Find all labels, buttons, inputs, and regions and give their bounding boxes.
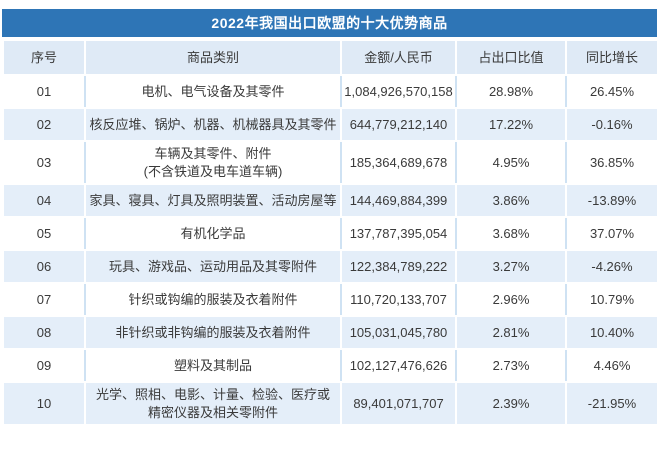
- row-yoy: 37.07%: [565, 216, 659, 252]
- table-row: 09 塑料及其制品 102,127,476,626 2.73% 4.46%: [2, 348, 659, 384]
- row-category: 电机、电气设备及其零件: [84, 74, 342, 109]
- row-yoy: 36.85%: [565, 139, 659, 186]
- column-header-share: 占出口比值: [455, 39, 567, 76]
- table-row: 08 非针织或非钩编的服装及衣着附件 105,031,045,780 2.81%…: [2, 315, 659, 351]
- data-table: 序号 商品类别 金额/人民币 占出口比值 同比增长 01 电机、电气设备及其零件…: [2, 39, 659, 427]
- row-share: 2.39%: [455, 381, 567, 427]
- row-rank: 02: [2, 107, 86, 142]
- table-row: 03 车辆及其零件、附件 (不含铁道及电车道车辆) 185,364,689,67…: [2, 139, 659, 186]
- row-amount: 105,031,045,780: [340, 315, 457, 351]
- table-row: 02 核反应堆、锅炉、机器、机械器具及其零件 644,779,212,140 1…: [2, 107, 659, 142]
- row-amount: 644,779,212,140: [340, 107, 457, 142]
- row-rank: 07: [2, 282, 86, 318]
- row-rank: 10: [2, 381, 86, 427]
- column-header-amount: 金额/人民币: [340, 39, 457, 76]
- row-amount: 144,469,884,399: [340, 183, 457, 219]
- row-rank: 01: [2, 74, 86, 109]
- row-share: 3.27%: [455, 249, 567, 285]
- row-share: 28.98%: [455, 74, 567, 109]
- row-share: 4.95%: [455, 139, 567, 186]
- table-header-row: 序号 商品类别 金额/人民币 占出口比值 同比增长: [2, 39, 659, 76]
- row-amount: 110,720,133,707: [340, 282, 457, 318]
- column-header-category: 商品类别: [84, 39, 342, 76]
- row-yoy: -13.89%: [565, 183, 659, 219]
- row-yoy: -0.16%: [565, 107, 659, 142]
- row-rank: 05: [2, 216, 86, 252]
- table-title-bar: 2022年我国出口欧盟的十大优势商品: [2, 9, 657, 37]
- row-share: 2.96%: [455, 282, 567, 318]
- row-amount: 185,364,689,678: [340, 139, 457, 186]
- column-header-yoy: 同比增长: [565, 39, 659, 76]
- table-row: 04 家具、寝具、灯具及照明装置、活动房屋等 144,469,884,399 3…: [2, 183, 659, 219]
- row-share: 17.22%: [455, 107, 567, 142]
- row-category: 光学、照相、电影、计量、检验、医疗或 精密仪器及相关零附件: [84, 381, 342, 427]
- row-amount: 122,384,789,222: [340, 249, 457, 285]
- row-amount: 137,787,395,054: [340, 216, 457, 252]
- row-yoy: 4.46%: [565, 348, 659, 384]
- table-row: 10 光学、照相、电影、计量、检验、医疗或 精密仪器及相关零附件 89,401,…: [2, 381, 659, 427]
- table-body: 01 电机、电气设备及其零件 1,084,926,570,158 28.98% …: [2, 74, 659, 427]
- row-category: 玩具、游戏品、运动用品及其零附件: [84, 249, 342, 285]
- row-yoy: 26.45%: [565, 74, 659, 109]
- row-amount: 1,084,926,570,158: [340, 74, 457, 109]
- row-yoy: 10.79%: [565, 282, 659, 318]
- table-row: 05 有机化学品 137,787,395,054 3.68% 37.07%: [2, 216, 659, 252]
- row-share: 2.73%: [455, 348, 567, 384]
- row-amount: 89,401,071,707: [340, 381, 457, 427]
- table-row: 06 玩具、游戏品、运动用品及其零附件 122,384,789,222 3.27…: [2, 249, 659, 285]
- row-yoy: -21.95%: [565, 381, 659, 427]
- row-amount: 102,127,476,626: [340, 348, 457, 384]
- row-yoy: -4.26%: [565, 249, 659, 285]
- row-share: 3.68%: [455, 216, 567, 252]
- table-title: 2022年我国出口欧盟的十大优势商品: [211, 15, 448, 31]
- row-share: 3.86%: [455, 183, 567, 219]
- row-category: 针织或钩编的服装及衣着附件: [84, 282, 342, 318]
- column-header-no: 序号: [2, 39, 86, 76]
- export-products-table: 2022年我国出口欧盟的十大优势商品 序号 商品类别 金额/人民币 占出口比值 …: [2, 9, 659, 427]
- row-yoy: 10.40%: [565, 315, 659, 351]
- row-rank: 06: [2, 249, 86, 285]
- row-category: 家具、寝具、灯具及照明装置、活动房屋等: [84, 183, 342, 219]
- row-share: 2.81%: [455, 315, 567, 351]
- row-rank: 04: [2, 183, 86, 219]
- row-category: 车辆及其零件、附件 (不含铁道及电车道车辆): [84, 139, 342, 186]
- row-category: 核反应堆、锅炉、机器、机械器具及其零件: [84, 107, 342, 142]
- row-rank: 03: [2, 139, 86, 186]
- row-category: 塑料及其制品: [84, 348, 342, 384]
- table-row: 01 电机、电气设备及其零件 1,084,926,570,158 28.98% …: [2, 74, 659, 109]
- row-category: 非针织或非钩编的服装及衣着附件: [84, 315, 342, 351]
- table-row: 07 针织或钩编的服装及衣着附件 110,720,133,707 2.96% 1…: [2, 282, 659, 318]
- row-rank: 08: [2, 315, 86, 351]
- row-rank: 09: [2, 348, 86, 384]
- row-category: 有机化学品: [84, 216, 342, 252]
